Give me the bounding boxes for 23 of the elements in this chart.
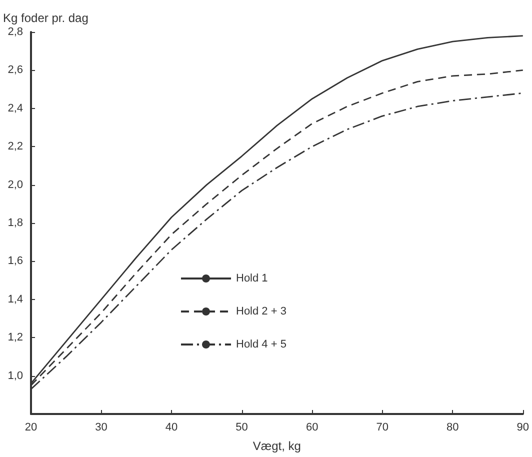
x-tick-label: 80 — [446, 422, 459, 434]
x-tick-label: 70 — [376, 422, 388, 434]
x-tick-label: 30 — [95, 422, 108, 434]
y-tick-label: 2,6 — [8, 64, 23, 76]
y-tick-label: 1,4 — [8, 293, 23, 306]
y-tick-label: 1,0 — [8, 370, 23, 382]
y-tick-label: 2,2 — [8, 140, 23, 153]
y-tick-label: 2,8 — [8, 26, 23, 38]
x-axis-title: Vægt, kg — [252, 439, 301, 453]
y-tick-label: 1,8 — [8, 217, 23, 229]
legend-label: Hold 2 + 3 — [236, 306, 286, 318]
legend-label: Hold 1 — [236, 272, 268, 284]
y-tick-label: 2,4 — [8, 102, 23, 114]
x-tick-label: 90 — [516, 422, 530, 434]
x-tick-label: 40 — [165, 422, 178, 434]
legend-label: Hold 4 + 5 — [236, 338, 286, 350]
y-tick-label: 1,6 — [8, 255, 23, 268]
x-tick-label: 50 — [236, 422, 248, 434]
x-tick-label: 60 — [306, 422, 318, 434]
x-tick-label: 20 — [24, 422, 38, 434]
y-axis-title: Kg foder pr. dag — [3, 11, 88, 25]
y-tick-label: 1,2 — [8, 332, 23, 344]
y-tick-label: 2,0 — [8, 178, 23, 191]
